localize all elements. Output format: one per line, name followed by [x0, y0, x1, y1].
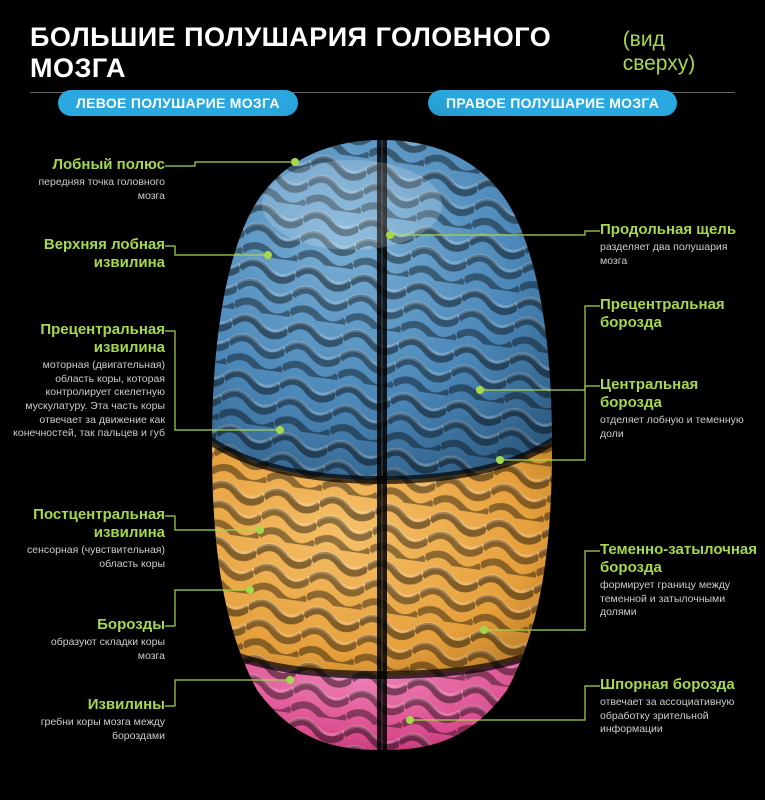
label-right-3: Теменно-затылочная бороздаформирует гран…	[600, 541, 760, 620]
label-left-3: Постцентральная извилинасенсорная (чувст…	[10, 506, 165, 571]
label-desc-left-2: моторная (двигательная) область коры, ко…	[10, 359, 165, 441]
label-right-2: Центральная бороздаотделяет лобную и тем…	[600, 376, 750, 441]
title-row: Большие полушария головного мозга (вид с…	[30, 22, 735, 93]
label-right-0: Продольная щель разделяет два полушария м…	[600, 221, 750, 268]
label-title-left-2: Прецентральная извилина	[10, 321, 165, 357]
leader-dot-left-2	[276, 426, 284, 434]
label-title-left-3: Постцентральная извилина	[10, 506, 165, 542]
label-desc-left-0: передняя точка головного мозга	[25, 176, 165, 203]
label-title-left-1: Верхняя лобная извилина	[15, 236, 165, 272]
label-title-right-3: Теменно-затылочная борозда	[600, 541, 760, 577]
brain-diagram	[202, 135, 562, 755]
label-title-right-4: Шпорная борозда	[600, 676, 760, 694]
leader-dot-left-3	[256, 526, 264, 534]
leader-dot-left-4	[246, 586, 254, 594]
label-right-4: Шпорная борозда отвечает за ассоциативную…	[600, 676, 760, 737]
page-subtitle: (вид сверху)	[623, 28, 735, 76]
label-desc-right-4: отвечает за ассоциативную обработку зрит…	[600, 696, 760, 737]
leader-dot-left-5	[286, 676, 294, 684]
leader-dot-left-1	[264, 251, 272, 259]
label-left-2: Прецентральная извилинамоторная (двигате…	[10, 321, 165, 441]
label-title-left-0: Лобный полюс	[25, 156, 165, 174]
label-left-0: Лобный полюс передняя точка головного моз…	[25, 156, 165, 203]
label-left-5: Извилины гребни коры мозга между бороздам…	[25, 696, 165, 743]
label-title-left-4: Борозды	[25, 616, 165, 634]
label-left-1: Верхняя лобная извилина	[15, 236, 165, 272]
label-desc-left-4: образуют складки коры мозга	[25, 636, 165, 663]
label-desc-right-0: разделяет два полушария мозга	[600, 241, 750, 268]
label-desc-left-3: сенсорная (чувствительная) область коры	[10, 544, 165, 571]
label-title-right-0: Продольная щель	[600, 221, 750, 239]
leader-dot-right-2	[496, 456, 504, 464]
leader-dot-right-0	[386, 231, 394, 239]
pill-left-hemisphere: Левое полушарие мозга	[58, 90, 298, 116]
label-left-4: Борозды образуют складки коры мозга	[25, 616, 165, 663]
label-title-right-2: Центральная борозда	[600, 376, 750, 412]
leader-dot-right-1	[476, 386, 484, 394]
label-desc-right-3: формирует границу между теменной и затыл…	[600, 579, 760, 620]
page-title: Большие полушария головного мозга	[30, 22, 613, 84]
label-title-right-1: Прецентральная борозда	[600, 296, 750, 332]
label-desc-left-5: гребни коры мозга между бороздами	[25, 716, 165, 743]
label-desc-right-2: отделяет лобную и теменную доли	[600, 414, 750, 441]
pill-right-hemisphere: Правое полушарие мозга	[428, 90, 677, 116]
leader-dot-left-0	[291, 158, 299, 166]
label-right-1: Прецентральная борозда	[600, 296, 750, 332]
leader-dot-right-4	[406, 716, 414, 724]
leader-dot-right-3	[480, 626, 488, 634]
label-title-left-5: Извилины	[25, 696, 165, 714]
